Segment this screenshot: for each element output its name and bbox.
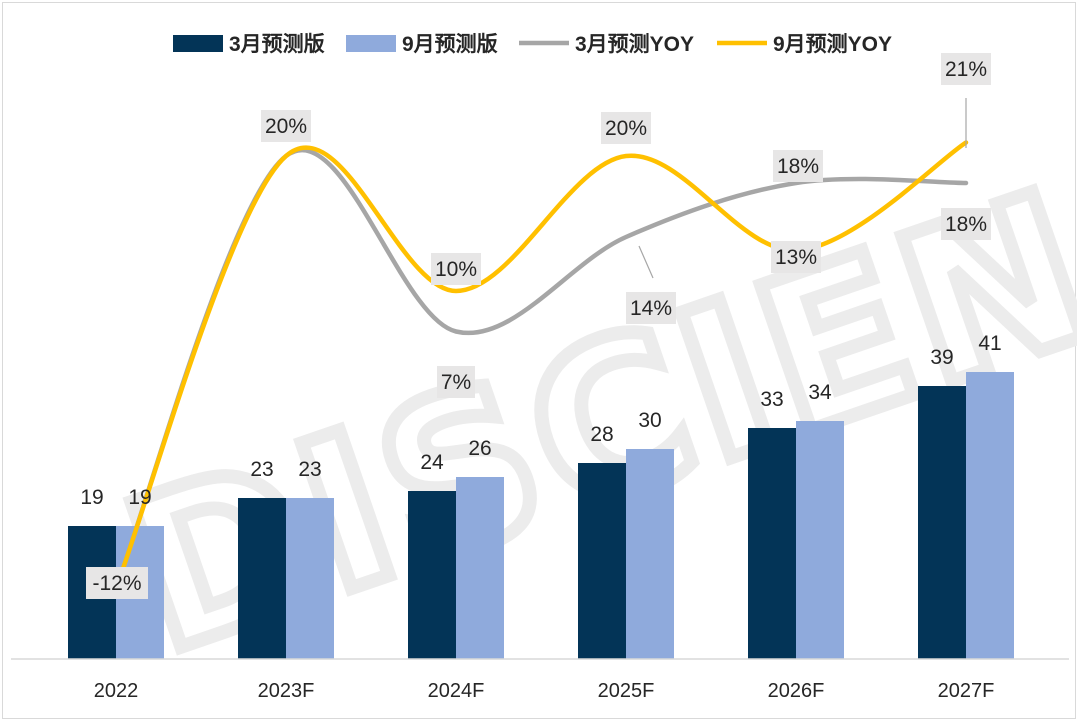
yoy-label-september: 21% [941, 53, 991, 85]
category-label: 2027F [938, 680, 995, 702]
yoy-label-september-box [261, 110, 311, 142]
yoy-label-september: -12% [86, 567, 148, 599]
yoy-label-march: 18% [773, 150, 823, 182]
yoy-label-september-text: 20% [605, 117, 647, 140]
yoy-label-extra-text: 14% [630, 297, 672, 320]
yoy-label-september: 10% [431, 253, 481, 285]
yoy-label-september-text: 20% [265, 115, 307, 138]
bar-label-march: 39 [930, 346, 953, 369]
bar-label-september: 23 [298, 458, 321, 481]
category-label: 2022 [94, 680, 139, 702]
yoy-label-march: 7% [437, 366, 475, 398]
yoy-label-march-text: 7% [441, 371, 471, 394]
yoy-label-march: 18% [941, 208, 991, 240]
yoy-label-september: 20% [261, 110, 311, 142]
legend: 3月预测版 9月预测版 3月预测YOY 9月预测YOY [173, 32, 892, 56]
data-labels-group: 19 19 23 23 24 26 28 30 33 34 39 41 -12% 20% 10% 20% 13%… [80, 53, 1002, 599]
bar-label-march: 28 [590, 423, 613, 446]
legend-label: 9月预测版 [402, 32, 498, 56]
category-label: 2026F [768, 680, 825, 702]
bar-label-march: 33 [760, 388, 783, 411]
bar-september [286, 498, 334, 659]
yoy-label-september-text: -12% [92, 572, 141, 595]
bar-label-september: 30 [638, 409, 661, 432]
bar-label-september: 34 [808, 381, 832, 404]
yoy-label-march-box [773, 150, 823, 182]
bar-september [626, 449, 674, 659]
yoy-label-september-box [86, 567, 148, 599]
yoy-label-september-text: 13% [775, 246, 817, 269]
yoy-label-september-box [601, 112, 651, 144]
bar-label-september: 19 [128, 486, 151, 509]
category-label: 2025F [598, 680, 655, 702]
yoy-label-september-box [941, 53, 991, 85]
yoy-label-march-box [437, 366, 475, 398]
bars-group [68, 372, 1014, 659]
yoy-label-march-text: 18% [945, 213, 987, 236]
legend-label: 3月预测版 [229, 32, 325, 56]
legend-swatch [173, 35, 223, 52]
yoy-label-september: 13% [771, 241, 821, 273]
bar-label-march: 23 [250, 458, 273, 481]
bar-label-march: 24 [420, 451, 444, 474]
bar-march [578, 463, 626, 659]
category-labels-group: 2022 2023F 2024F 2025F 2026F 2027F [94, 680, 995, 702]
yoy-label-september: 20% [601, 112, 651, 144]
category-label: 2023F [258, 680, 315, 702]
bar-march [748, 428, 796, 659]
bar-label-september: 41 [978, 332, 1001, 355]
bar-march [238, 498, 286, 659]
legend-label: 3月预测YOY [575, 33, 694, 56]
yoy-label-september-text: 21% [945, 58, 987, 81]
yoy-label-september-box [431, 253, 481, 285]
legend-swatch [346, 35, 396, 52]
bar-march [918, 386, 966, 659]
bar-march [408, 491, 456, 659]
yoy-label-march-box [941, 208, 991, 240]
bar-september [966, 372, 1014, 659]
bar-label-march: 19 [80, 486, 103, 509]
yoy-label-march-text: 18% [777, 155, 819, 178]
category-label: 2024F [428, 680, 485, 702]
yoy-label-september-text: 10% [435, 258, 477, 281]
leader-line [638, 245, 654, 279]
bar-september [456, 477, 504, 659]
bar-september [796, 421, 844, 659]
legend-label: 9月预测YOY [773, 33, 892, 56]
yoy-label-extra-box [626, 292, 676, 324]
yoy-label-september-box [771, 241, 821, 273]
bar-label-september: 26 [468, 437, 491, 460]
yoy-label-extra: 14% [626, 292, 676, 324]
